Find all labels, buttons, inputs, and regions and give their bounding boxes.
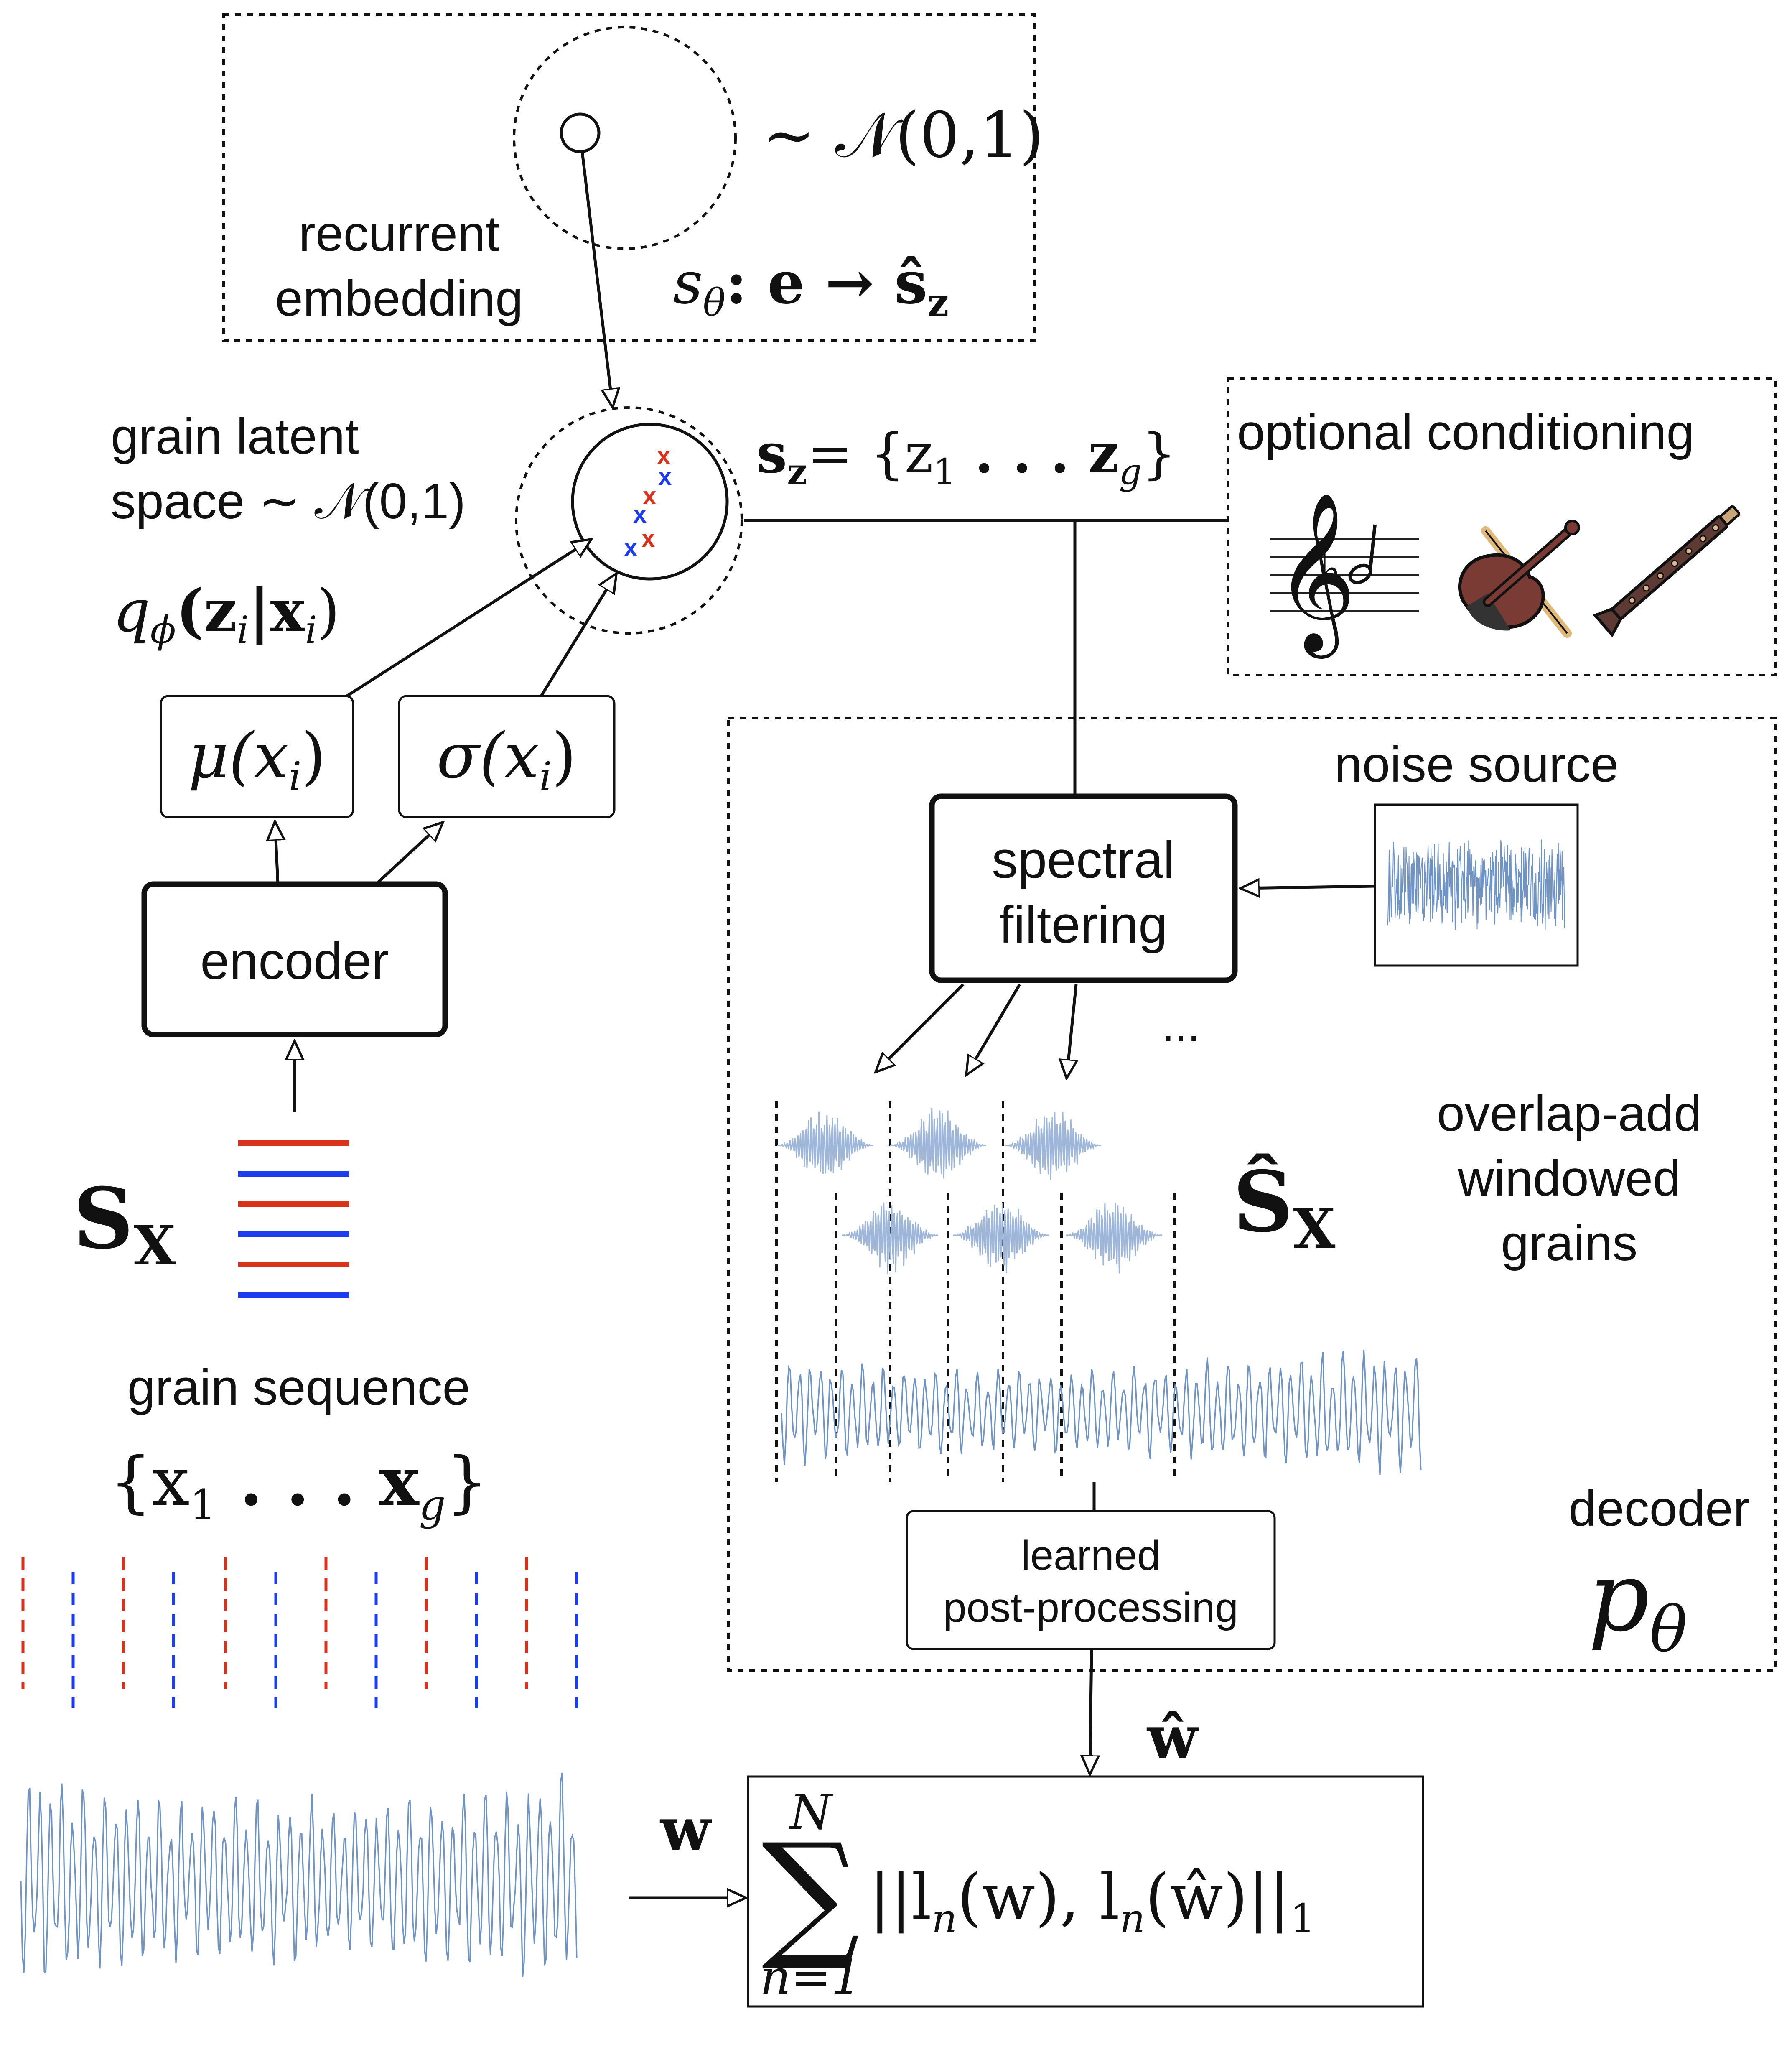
embedding-arrow [580,151,613,408]
spectral-filter-box [929,793,1238,983]
windowed-grain [1005,1112,1101,1180]
spectral-filter-line1: spectral [992,831,1175,889]
mu-to-latent-arrow [346,539,591,697]
encoder-block: μ(xi) σ(xi) encoder SX grain sequence {x… [20,539,616,1978]
ola-label-line3: grains [1501,1215,1638,1271]
latent-sample-blue: x [624,534,637,561]
noise-source-label: noise source [1334,737,1619,793]
violin-icon [1458,520,1580,638]
filter-grain-arrow [1067,984,1076,1078]
filter-grain-arrow [966,984,1021,1075]
windowed-grains [777,1108,1162,1275]
w-hat-label: ŵ [1146,1703,1199,1772]
ola-label-line1: overlap-add [1437,1086,1702,1142]
decoder-label: decoder [1568,1481,1750,1537]
sx-hat-symbol: ŜX [1233,1153,1335,1261]
sum-top: N [789,1784,833,1840]
posterior-formula: qϕ(zi|xi) [113,577,340,652]
svg-text:♭: ♭ [1321,544,1340,593]
sum-symbol: ∑ [761,1814,860,1974]
output-waveform [781,1350,1422,1475]
sx-symbol: SX [73,1170,176,1277]
encoder-to-sigma-arrow [375,822,443,885]
noise-to-filter-arrow [1240,886,1375,888]
noise-signal [1387,839,1565,930]
latent-space: x x x x x x grain latent space ∼ 𝒩(0,1) … [111,406,1228,794]
spectral-filter-line2: filtering [999,896,1168,954]
encoder-to-mu-arrow [275,821,278,885]
latent-sample-red: x [643,482,656,510]
filter-ellipsis: ... [1162,999,1200,1051]
loss-formula: ||ln(w), ln(ŵ)||1 [869,1861,1315,1942]
embedding-prior: ∼ 𝒩(0,1) [763,99,1044,172]
latent-sample-blue: x [633,501,647,528]
latent-sample-red: x [657,442,670,469]
post-processing-line1: learned [1021,1532,1161,1579]
sigma-box [398,695,616,818]
decoder-p-theta: pθ [1588,1542,1688,1666]
loss-block: ŵ w N ∑ n=1 ||ln(w), ln(ŵ)||1 [629,1649,1424,2008]
embedding-mapping: sθ: e → ŝz [673,249,949,325]
embedding-point [560,112,601,153]
clarinet-icon [1592,505,1741,637]
latent-sample-blue: x [658,463,672,490]
embedding-prior-circle [513,26,737,250]
filter-grain-arrow [876,983,965,1072]
embedding-label-line1: recurrent [299,206,499,262]
latent-prior-circle [515,406,743,635]
input-grain-stack [238,1140,349,1298]
latent-label-line1: grain latent [111,408,359,464]
sum-bottom: n=1 [760,1950,862,2006]
w-label: w [659,1795,712,1864]
sigma-label: σ(xi) [437,720,576,800]
loss-box [747,1775,1424,2008]
svg-text:𝄞: 𝄞 [1275,491,1356,660]
mu-box [160,695,354,818]
decoder-panel: noise source spectral filtering ... ŜX o… [727,717,1777,1672]
embedding-label-line2: embedding [275,270,523,326]
windowed-grain [842,1202,938,1275]
latent-circle [571,423,729,581]
latent-label-line2: space ∼ 𝒩(0,1) [111,473,466,529]
grain-sequence-label: grain sequence [127,1359,471,1415]
conditioning-title: optional conditioning [1237,404,1694,460]
mu-label: μ(xi) [188,720,326,800]
windowed-grain [953,1203,1049,1273]
postproc-to-loss-arrow [1090,1649,1092,1774]
embedding-panel: ∼ 𝒩(0,1) recurrent embedding sθ: e → ŝz [222,13,1044,408]
windowed-grain [777,1111,873,1174]
post-processing-line2: post-processing [943,1584,1238,1631]
sigma-to-latent-arrow [540,574,616,697]
score-icon: 𝄞 ♭ [1270,491,1419,660]
conditioning-panel: optional conditioning 𝄞 ♭ [1227,377,1777,676]
windowed-grain [890,1108,986,1179]
grain-sequence-set: {x1 . . . xg} [109,1442,489,1529]
ola-label-line2: windowed [1457,1150,1681,1206]
input-waveform [20,1772,578,1978]
latent-samples: x x x x x x [624,442,672,561]
encoder-box [141,881,448,1037]
windowed-grain [1065,1203,1162,1274]
sz-definition: sz= {z1 . . . zg} [756,421,1176,493]
grain-markers [21,1557,578,1708]
latent-sample-red: x [641,525,655,552]
encoder-label: encoder [200,932,389,990]
